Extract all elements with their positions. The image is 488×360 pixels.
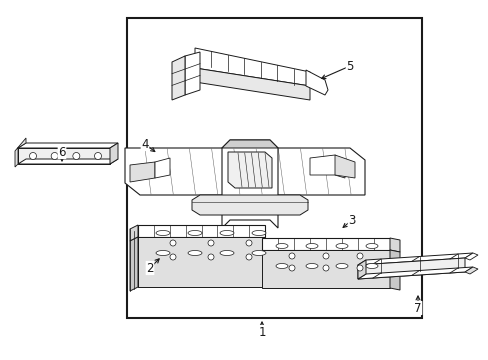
Polygon shape bbox=[262, 250, 389, 288]
Text: 3: 3 bbox=[347, 213, 355, 226]
Polygon shape bbox=[184, 52, 200, 95]
Ellipse shape bbox=[365, 264, 377, 269]
Circle shape bbox=[356, 253, 362, 259]
Ellipse shape bbox=[365, 243, 377, 248]
Polygon shape bbox=[18, 143, 118, 148]
Polygon shape bbox=[334, 155, 354, 178]
Circle shape bbox=[73, 153, 80, 159]
Circle shape bbox=[356, 265, 362, 271]
Polygon shape bbox=[389, 250, 399, 290]
Polygon shape bbox=[192, 195, 307, 215]
Ellipse shape bbox=[156, 251, 170, 256]
Polygon shape bbox=[357, 260, 365, 279]
Text: 5: 5 bbox=[346, 59, 353, 72]
Polygon shape bbox=[155, 158, 170, 178]
Circle shape bbox=[51, 153, 58, 159]
Polygon shape bbox=[222, 140, 278, 228]
Ellipse shape bbox=[335, 264, 347, 269]
Ellipse shape bbox=[251, 230, 265, 235]
Ellipse shape bbox=[220, 230, 234, 235]
Circle shape bbox=[288, 253, 294, 259]
Polygon shape bbox=[357, 258, 464, 279]
Ellipse shape bbox=[187, 251, 202, 256]
Circle shape bbox=[207, 240, 214, 246]
Ellipse shape bbox=[275, 264, 287, 269]
Polygon shape bbox=[125, 148, 364, 195]
Ellipse shape bbox=[305, 243, 317, 248]
Polygon shape bbox=[464, 267, 477, 274]
Polygon shape bbox=[305, 70, 327, 95]
Polygon shape bbox=[15, 138, 26, 167]
Polygon shape bbox=[110, 143, 118, 164]
Text: 1: 1 bbox=[258, 325, 265, 338]
Text: 6: 6 bbox=[58, 145, 65, 158]
Polygon shape bbox=[464, 253, 477, 260]
Polygon shape bbox=[172, 56, 184, 100]
Ellipse shape bbox=[275, 243, 287, 248]
Polygon shape bbox=[357, 253, 472, 265]
Ellipse shape bbox=[251, 251, 265, 256]
Text: 2: 2 bbox=[146, 261, 153, 274]
Circle shape bbox=[170, 254, 176, 260]
Circle shape bbox=[170, 240, 176, 246]
Ellipse shape bbox=[156, 230, 170, 235]
Ellipse shape bbox=[187, 230, 202, 235]
Circle shape bbox=[29, 153, 37, 159]
Circle shape bbox=[323, 253, 328, 259]
Polygon shape bbox=[195, 68, 309, 100]
Polygon shape bbox=[138, 237, 264, 287]
Ellipse shape bbox=[335, 243, 347, 248]
Polygon shape bbox=[195, 48, 309, 86]
Bar bbox=[127, 18, 421, 318]
Polygon shape bbox=[309, 155, 345, 178]
Circle shape bbox=[245, 240, 251, 246]
Polygon shape bbox=[389, 238, 399, 252]
Polygon shape bbox=[262, 238, 389, 250]
Polygon shape bbox=[227, 152, 271, 188]
Ellipse shape bbox=[305, 264, 317, 269]
Polygon shape bbox=[18, 159, 118, 164]
Polygon shape bbox=[130, 237, 138, 291]
Polygon shape bbox=[18, 148, 110, 164]
Circle shape bbox=[245, 254, 251, 260]
Text: 4: 4 bbox=[141, 138, 148, 150]
Circle shape bbox=[94, 153, 102, 159]
Polygon shape bbox=[222, 140, 278, 148]
Text: 7: 7 bbox=[413, 302, 421, 315]
Circle shape bbox=[288, 265, 294, 271]
Circle shape bbox=[207, 254, 214, 260]
Polygon shape bbox=[130, 225, 138, 241]
Polygon shape bbox=[357, 267, 472, 279]
Circle shape bbox=[323, 265, 328, 271]
Ellipse shape bbox=[220, 251, 234, 256]
Polygon shape bbox=[138, 225, 264, 237]
Polygon shape bbox=[130, 162, 155, 182]
